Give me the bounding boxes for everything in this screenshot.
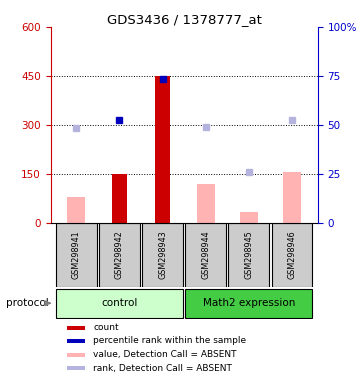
Bar — [229, 223, 269, 287]
Text: Math2 expression: Math2 expression — [203, 298, 295, 308]
Bar — [155, 76, 170, 223]
Bar — [68, 197, 86, 223]
Bar — [186, 289, 312, 318]
Text: protocol: protocol — [6, 298, 48, 308]
Text: value, Detection Call = ABSENT: value, Detection Call = ABSENT — [93, 350, 237, 359]
Bar — [66, 366, 85, 370]
Text: count: count — [93, 323, 119, 332]
Text: rank, Detection Call = ABSENT: rank, Detection Call = ABSENT — [93, 364, 232, 373]
Text: GSM298943: GSM298943 — [158, 231, 167, 280]
Bar — [197, 184, 215, 223]
Bar — [283, 172, 301, 223]
Bar — [56, 289, 183, 318]
Bar — [66, 353, 85, 357]
Text: GSM298945: GSM298945 — [244, 231, 253, 280]
Text: GSM298942: GSM298942 — [115, 231, 124, 280]
Text: percentile rank within the sample: percentile rank within the sample — [93, 336, 247, 346]
Bar — [99, 223, 140, 287]
Text: GSM298946: GSM298946 — [287, 231, 296, 280]
Bar — [186, 223, 226, 287]
Bar — [142, 223, 183, 287]
Text: control: control — [101, 298, 138, 308]
Bar — [66, 339, 85, 343]
Text: GSM298941: GSM298941 — [72, 231, 81, 280]
Bar — [56, 223, 97, 287]
Bar — [112, 174, 127, 223]
Bar — [240, 212, 258, 223]
Title: GDS3436 / 1378777_at: GDS3436 / 1378777_at — [106, 13, 262, 26]
Text: GSM298944: GSM298944 — [201, 231, 210, 280]
Bar — [66, 326, 85, 330]
Bar — [271, 223, 312, 287]
